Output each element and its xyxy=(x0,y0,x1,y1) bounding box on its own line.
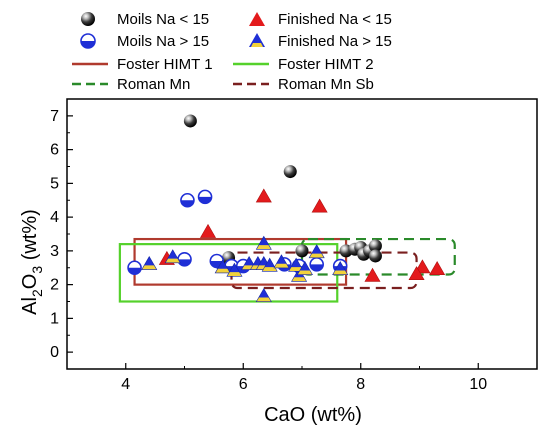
point-finished-na-lt-15 xyxy=(414,259,431,274)
point-finished-na-gt-15 xyxy=(308,244,325,259)
y-axis-title-sub1: 2 xyxy=(29,289,45,297)
point-finished-na-gt-15 xyxy=(261,257,278,272)
point-finished-na-gt-15 xyxy=(164,249,181,264)
x-tick-label: 6 xyxy=(239,376,248,393)
point-finished-na-gt-15 xyxy=(296,261,313,275)
x-tick-label: 8 xyxy=(356,376,365,393)
y-tick-label: 1 xyxy=(50,310,59,327)
y-tick-label: 7 xyxy=(50,108,59,125)
point-finished-na-lt-15 xyxy=(311,198,328,213)
point-finished-na-lt-15 xyxy=(255,188,272,203)
point-moils-na-lt-15 xyxy=(368,249,382,263)
point-finished-na-gt-15 xyxy=(273,254,290,269)
legend-label-finished-na-gt-15: Finished Na > 15 xyxy=(278,33,392,50)
point-moils-na-lt-15 xyxy=(368,239,382,253)
point-finished-na-lt-15 xyxy=(408,266,425,281)
y-tick-label: 4 xyxy=(50,209,59,226)
y-tick-label: 5 xyxy=(50,175,59,192)
y-tick-label: 3 xyxy=(50,243,59,260)
y-axis-title-sub2: 3 xyxy=(29,266,45,274)
y-axis-title: Al2O3 (wt%) xyxy=(19,209,45,315)
point-moils-na-gt-15 xyxy=(197,189,213,205)
legend-marker-finished-na-gt-15 xyxy=(249,33,265,47)
point-moils-na-lt-15 xyxy=(295,244,309,258)
point-moils-na-gt-15 xyxy=(180,192,195,208)
point-finished-na-gt-15 xyxy=(226,262,243,277)
point-finished-na-gt-15 xyxy=(141,255,158,270)
y-axis-title-unit: (wt%) xyxy=(19,209,41,266)
point-moils-na-gt-15 xyxy=(309,257,324,272)
x-tick-label: 4 xyxy=(121,376,130,393)
point-moils-na-gt-15 xyxy=(127,260,142,276)
point-finished-na-gt-15 xyxy=(255,235,272,250)
legend-label-foster-himt-1: Foster HIMT 1 xyxy=(117,56,213,73)
point-moils-na-lt-15 xyxy=(283,165,297,179)
x-tick-label: 10 xyxy=(469,376,487,393)
point-moils-na-lt-15 xyxy=(183,114,197,128)
plot-frame xyxy=(66,98,538,370)
point-finished-na-gt-15 xyxy=(332,261,349,275)
legend-label-foster-himt-2: Foster HIMT 2 xyxy=(278,56,374,73)
legend-label-moils-na-gt-15: Moils Na > 15 xyxy=(117,33,209,50)
legend-label-finished-na-lt-15: Finished Na < 15 xyxy=(278,11,392,28)
y-tick-label: 2 xyxy=(50,277,59,294)
legend-marker-moils-na-gt-15 xyxy=(80,33,96,49)
point-finished-na-gt-15 xyxy=(255,288,272,302)
point-finished-na-lt-15 xyxy=(429,261,446,275)
data-points xyxy=(127,114,446,302)
legend-label-roman-mn-sb: Roman Mn Sb xyxy=(278,76,374,93)
y-axis-title-al: Al xyxy=(19,297,41,315)
point-finished-na-lt-15 xyxy=(364,267,381,282)
legend: Moils Na < 15 Finished Na < 15 Moils Na … xyxy=(72,11,392,93)
point-moils-na-gt-15 xyxy=(177,252,192,267)
legend-label-moils-na-lt-15: Moils Na < 15 xyxy=(117,11,209,28)
y-tick-label: 6 xyxy=(50,142,59,159)
legend-label-roman-mn: Roman Mn xyxy=(117,76,190,93)
point-finished-na-gt-15 xyxy=(214,259,231,274)
legend-marker-moils-na-lt-15 xyxy=(81,12,95,26)
axis-ticks: 4 6 8 10 0 1 2 3 4 5 6 7 xyxy=(50,98,538,393)
y-axis-title-o: O xyxy=(19,274,41,290)
x-axis-title: CaO (wt%) xyxy=(264,404,362,426)
y-tick-label: 0 xyxy=(50,344,59,361)
point-finished-na-lt-15 xyxy=(199,223,217,238)
legend-marker-finished-na-lt-15 xyxy=(249,12,265,26)
